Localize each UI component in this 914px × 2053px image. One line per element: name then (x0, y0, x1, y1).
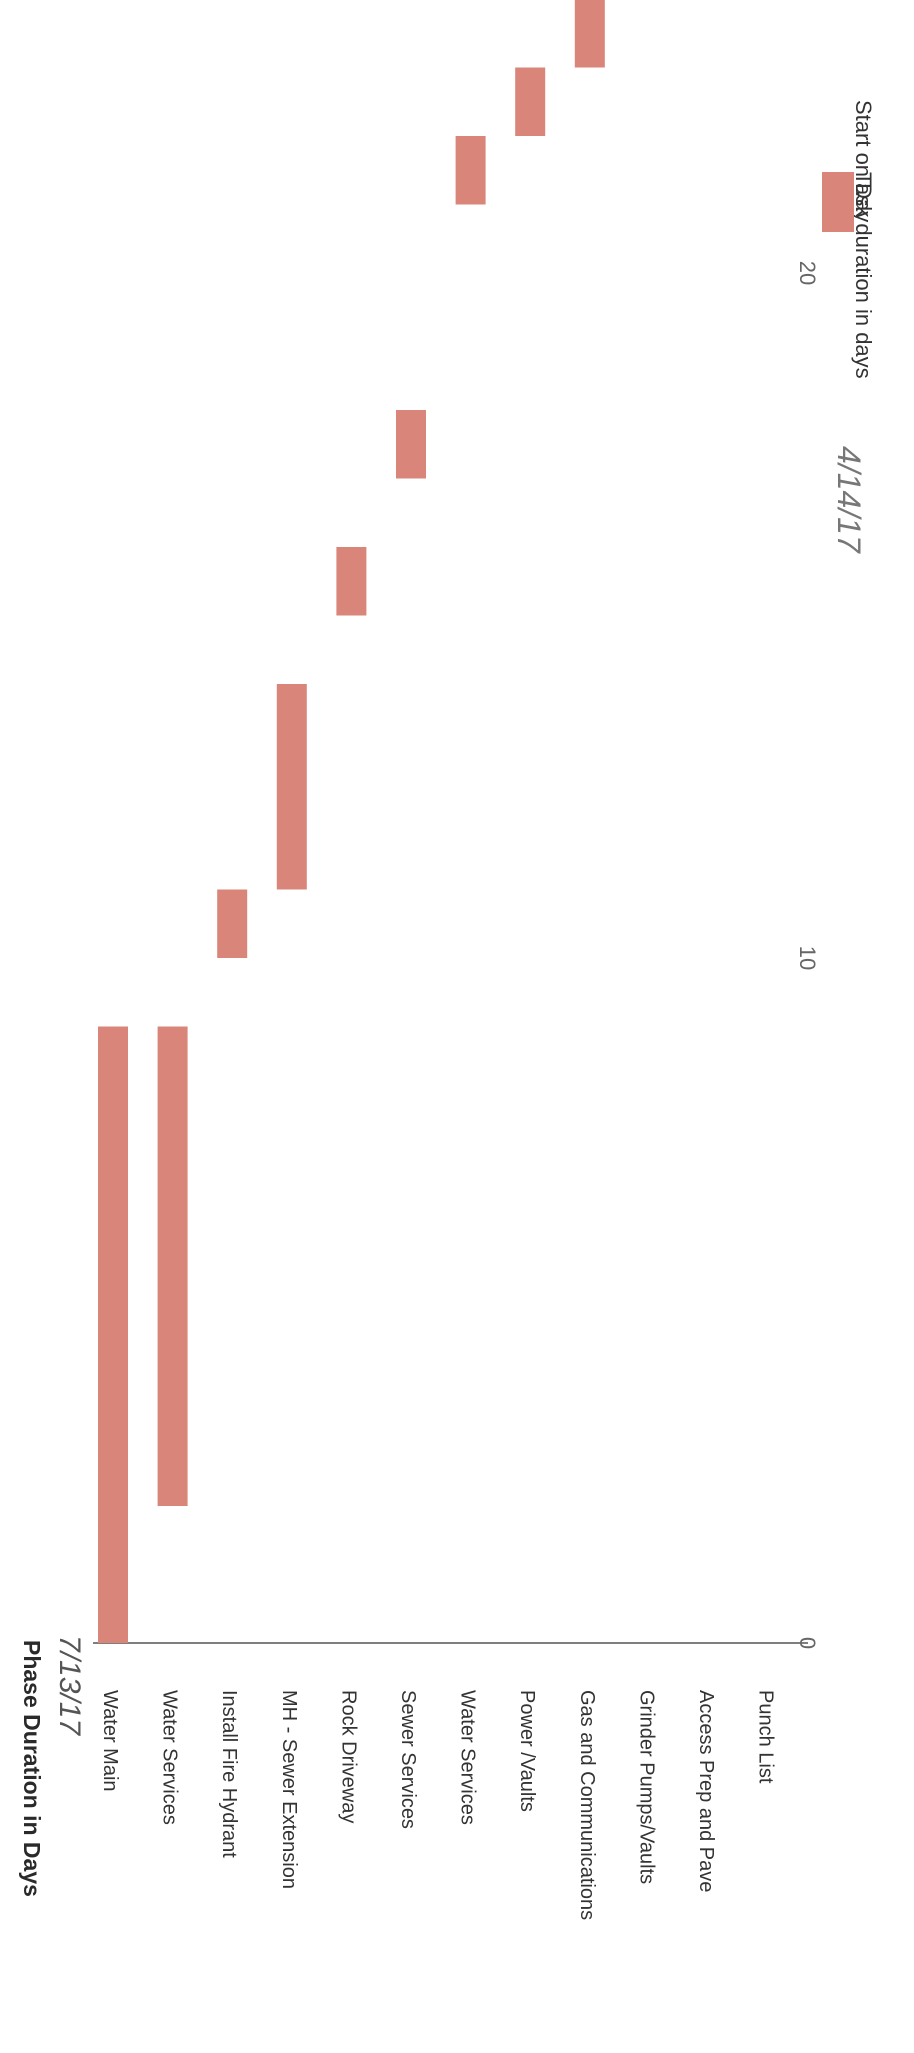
category-label: MH - Sewer Extension (278, 1690, 300, 1889)
category-label: Gas and Communications (576, 1690, 598, 1920)
chart-title: Phase Duration in Days (19, 1640, 45, 1897)
legend-label-start: Start on Day (851, 100, 876, 222)
category-label: Grinder Pumps/Vaults (635, 1690, 657, 1884)
duration-bar (396, 410, 426, 479)
category-label: Punch List (755, 1690, 777, 1784)
category-label: Water Services (457, 1690, 479, 1825)
duration-bar (455, 136, 486, 205)
legend-label-duration: Task duration in days (851, 172, 876, 379)
value-tick-label: 20 (795, 261, 820, 285)
value-tick-label: 10 (795, 946, 820, 970)
category-label: Sewer Services (397, 1690, 419, 1829)
category-label: Water Main (99, 1690, 121, 1792)
value-tick-label: 0 (795, 1637, 820, 1649)
annotation-start-date: 7/13/17 (53, 1635, 86, 1736)
duration-bar (515, 67, 546, 136)
category-label: Water Services (159, 1690, 181, 1825)
duration-bar (336, 547, 367, 616)
category-label: Rock Driveway (337, 1690, 359, 1823)
duration-bar (157, 1026, 188, 1506)
category-label: Install Fire Hydrant (218, 1690, 240, 1858)
category-label: Access Prep and Pave (695, 1690, 717, 1892)
legend: Start on Day Task duration in days (822, 100, 876, 379)
duration-bar (276, 684, 307, 890)
duration-bar (574, 0, 605, 68)
plot-area: Water Main Water Services Install Fire Hyd… (93, 0, 820, 1920)
duration-bar (98, 1026, 128, 1643)
category-label: Power /Vaults (516, 1690, 538, 1812)
legend-swatch-duration (822, 172, 854, 232)
duration-bar (217, 889, 248, 958)
annotation-end-date: 4/14/17 (831, 446, 867, 554)
